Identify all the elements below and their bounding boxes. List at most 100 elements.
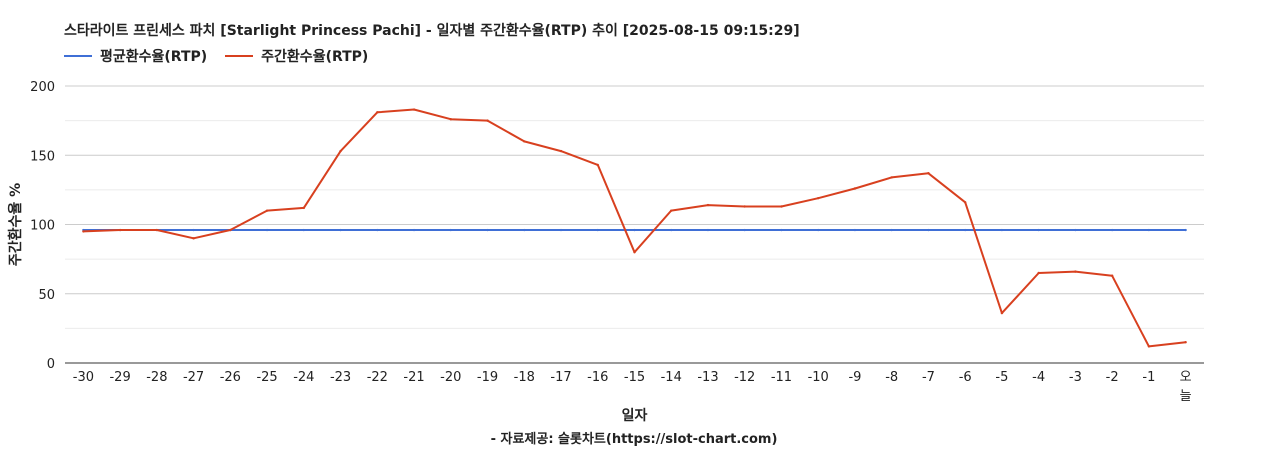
data-point-weekly (523, 140, 526, 143)
data-point-avg (376, 228, 379, 232)
data-point-weekly (1147, 345, 1151, 348)
x-tick-label: -5 (995, 370, 1008, 385)
data-point-weekly (1184, 341, 1187, 344)
x-tick-label: -4 (1032, 370, 1045, 385)
chart-title: 스타라이트 프린세스 파치 [Starlight Princess Pachi]… (64, 23, 800, 39)
source-credit: - 자료제공: 슬롯차트(https://slot-chart.com) (490, 432, 778, 447)
x-tick-label: -27 (183, 370, 204, 385)
y-axis-title: 주간환수율 % (7, 183, 24, 266)
data-point-avg (412, 228, 416, 232)
x-tick-label: -9 (848, 370, 861, 385)
y-tick-label: 200 (30, 80, 55, 95)
x-tick-label: 오 (1180, 370, 1192, 385)
x-tick-label: -23 (330, 370, 351, 385)
x-tick-label: -1 (1142, 370, 1155, 385)
x-tick-label: -21 (403, 370, 424, 385)
x-tick-label: -26 (220, 370, 241, 385)
x-tick-label: -7 (922, 370, 935, 385)
data-point-avg (817, 228, 820, 232)
x-tick-label: -3 (1069, 370, 1082, 385)
y-tick-label: 0 (47, 357, 55, 372)
data-point-weekly (596, 163, 599, 167)
data-point-weekly (633, 251, 636, 254)
y-tick-label: 150 (30, 149, 55, 164)
data-point-avg (486, 228, 489, 232)
data-point-avg (449, 228, 452, 232)
legend-label-avg: 평균환수율(RTP) (100, 49, 208, 65)
data-point-avg (265, 228, 269, 232)
x-tick-label: -19 (477, 370, 498, 385)
data-point-weekly (927, 172, 930, 175)
data-point-weekly (1037, 271, 1040, 275)
data-point-weekly (412, 108, 416, 111)
data-point-weekly (486, 119, 489, 122)
legend-item-avg[interactable]: 평균환수율(RTP) (64, 46, 207, 66)
data-point-weekly (376, 111, 379, 114)
data-point-avg (743, 228, 746, 232)
x-tick-label: -25 (256, 370, 277, 385)
data-point-weekly (449, 118, 452, 121)
data-point-weekly (118, 228, 122, 232)
data-point-weekly (780, 205, 783, 208)
x-tick-label: -18 (514, 370, 535, 385)
x-tick-label: 늘 (1180, 389, 1192, 404)
data-point-weekly (339, 149, 342, 153)
data-point-avg (192, 228, 195, 232)
data-point-avg (339, 228, 342, 232)
x-tick-label: -14 (661, 370, 682, 385)
legend-label-weekly: 주간환수율(RTP) (261, 49, 369, 65)
data-point-weekly (890, 176, 893, 179)
data-point-avg (706, 228, 710, 232)
data-point-avg (633, 228, 636, 232)
data-point-weekly (559, 149, 563, 153)
x-axis-title: 일자 (622, 408, 648, 424)
x-tick-label: -11 (771, 370, 792, 385)
data-point-avg (1000, 228, 1004, 232)
x-tick-label: -24 (293, 370, 314, 385)
x-tick-label: -16 (587, 370, 608, 385)
data-point-weekly (706, 203, 710, 207)
data-point-avg (1074, 228, 1077, 232)
x-tick-label: -28 (146, 370, 167, 385)
data-point-weekly (265, 209, 269, 212)
data-point-weekly (1074, 270, 1077, 273)
data-point-avg (1110, 228, 1114, 232)
data-point-avg (670, 228, 673, 232)
x-tick-label: -15 (624, 370, 645, 385)
x-tick-label: -10 (808, 370, 829, 385)
legend-item-weekly[interactable]: 주간환수율(RTP) (225, 46, 368, 66)
data-point-avg (1147, 228, 1151, 232)
y-tick-label: 50 (38, 288, 55, 303)
data-point-avg (927, 228, 930, 232)
data-point-weekly (1000, 311, 1004, 315)
legend: 평균환수율(RTP) 주간환수율(RTP) (64, 46, 368, 66)
data-point-avg (963, 228, 967, 232)
legend-swatch-avg (64, 55, 92, 57)
x-tick-label: -29 (109, 370, 130, 385)
data-point-weekly (1110, 274, 1114, 277)
data-point-weekly (963, 201, 967, 204)
data-point-avg (523, 228, 526, 232)
data-point-avg (1037, 228, 1040, 232)
data-point-avg (780, 228, 783, 232)
x-tick-label: -17 (550, 370, 571, 385)
x-tick-label: -13 (697, 370, 718, 385)
x-tick-label: -30 (73, 370, 94, 385)
series-line-weekly (83, 108, 1186, 348)
data-point-weekly (82, 230, 85, 233)
data-point-weekly (853, 187, 857, 190)
x-tick-label: -12 (734, 370, 755, 385)
data-point-weekly (817, 196, 820, 200)
x-tick-label: -20 (440, 370, 461, 385)
x-tick-label: -8 (885, 370, 898, 385)
x-tick-label: -2 (1106, 370, 1119, 385)
legend-swatch-weekly (225, 55, 254, 57)
data-point-weekly (192, 237, 195, 240)
data-point-avg (853, 228, 857, 232)
data-point-weekly (670, 209, 673, 212)
x-tick-label: -22 (367, 370, 388, 385)
data-point-avg (596, 228, 599, 232)
data-point-weekly (229, 228, 232, 232)
data-point-weekly (302, 206, 306, 210)
